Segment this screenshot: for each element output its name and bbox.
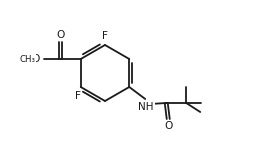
- Text: NH: NH: [139, 102, 154, 112]
- Text: O: O: [31, 54, 40, 64]
- Text: F: F: [75, 91, 81, 101]
- Text: O: O: [57, 30, 65, 40]
- Text: O: O: [164, 121, 172, 131]
- Text: CH₃: CH₃: [20, 55, 36, 64]
- Text: F: F: [102, 31, 108, 41]
